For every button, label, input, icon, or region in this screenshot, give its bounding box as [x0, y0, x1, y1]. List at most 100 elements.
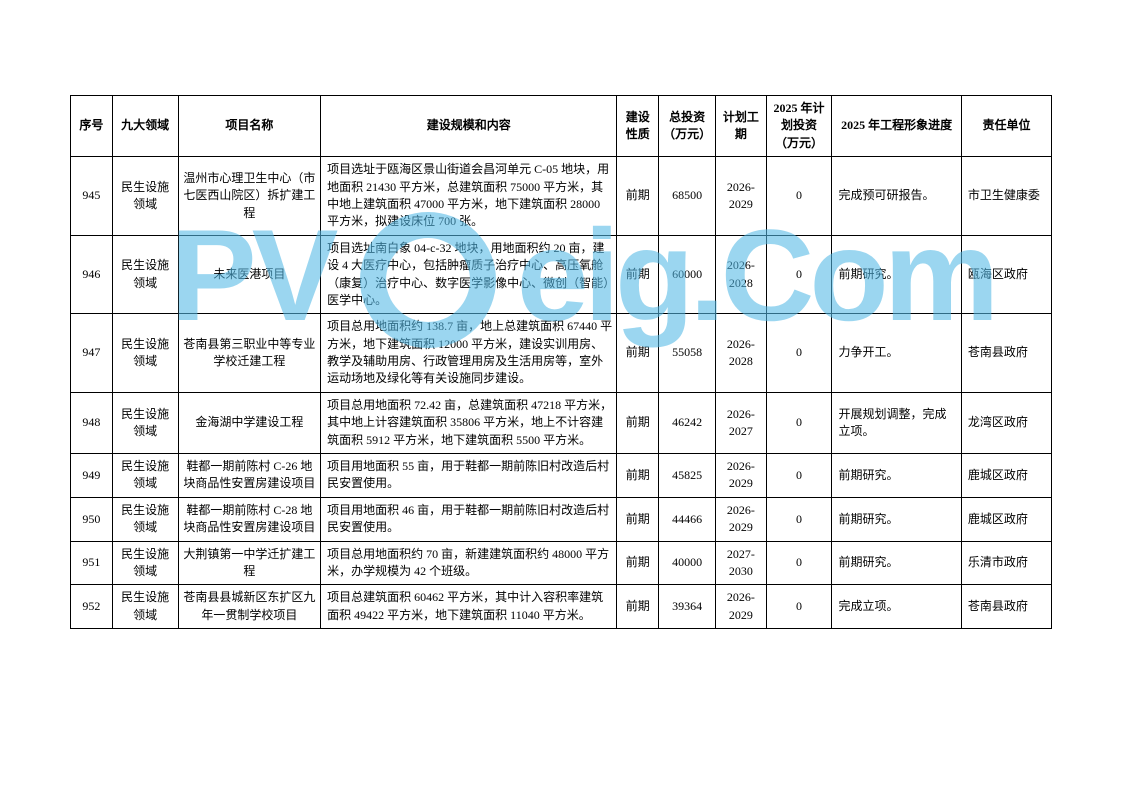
- cell-nature: 前期: [617, 157, 659, 236]
- cell-plan: 0: [766, 392, 832, 453]
- table-row: 952民生设施领域苍南县县城新区东扩区九年一贯制学校项目项目总建筑面积 6046…: [71, 585, 1052, 629]
- col-area: 九大领域: [112, 96, 178, 157]
- cell-nature: 前期: [617, 235, 659, 314]
- table-body: 945民生设施领域温州市心理卫生中心（市七医西山院区）拆扩建工程项目选址于瓯海区…: [71, 157, 1052, 629]
- cell-desc: 项目选址于瓯海区景山街道会昌河单元 C-05 地块，用地面积 21430 平方米…: [321, 157, 617, 236]
- cell-name: 大荆镇第一中学迁扩建工程: [178, 541, 321, 585]
- cell-nature: 前期: [617, 497, 659, 541]
- cell-area: 民生设施领域: [112, 157, 178, 236]
- cell-seq: 952: [71, 585, 113, 629]
- cell-progress: 前期研究。: [832, 497, 961, 541]
- cell-seq: 950: [71, 497, 113, 541]
- cell-period: 2026-2029: [716, 585, 766, 629]
- col-plan: 2025 年计划投资（万元）: [766, 96, 832, 157]
- col-prog: 2025 年工程形象进度: [832, 96, 961, 157]
- col-period: 计划工期: [716, 96, 766, 157]
- col-name: 项目名称: [178, 96, 321, 157]
- cell-plan: 0: [766, 235, 832, 314]
- cell-name: 鞋都一期前陈村 C-28 地块商品性安置房建设项目: [178, 497, 321, 541]
- cell-area: 民生设施领域: [112, 392, 178, 453]
- cell-seq: 948: [71, 392, 113, 453]
- cell-resp: 苍南县政府: [961, 314, 1051, 393]
- cell-name: 金海湖中学建设工程: [178, 392, 321, 453]
- cell-plan: 0: [766, 157, 832, 236]
- cell-name: 苍南县县城新区东扩区九年一贯制学校项目: [178, 585, 321, 629]
- projects-table: 序号 九大领域 项目名称 建设规模和内容 建设性质 总投资（万元） 计划工期 2…: [70, 95, 1052, 629]
- cell-name: 苍南县第三职业中等专业学校迁建工程: [178, 314, 321, 393]
- cell-desc: 项目总用地面积 72.42 亩，总建筑面积 47218 平方米，其中地上计容建筑…: [321, 392, 617, 453]
- cell-resp: 苍南县政府: [961, 585, 1051, 629]
- cell-invest: 46242: [659, 392, 716, 453]
- cell-name: 鞋都一期前陈村 C-26 地块商品性安置房建设项目: [178, 454, 321, 498]
- cell-progress: 前期研究。: [832, 541, 961, 585]
- cell-area: 民生设施领域: [112, 541, 178, 585]
- cell-invest: 44466: [659, 497, 716, 541]
- cell-plan: 0: [766, 314, 832, 393]
- cell-resp: 龙湾区政府: [961, 392, 1051, 453]
- cell-period: 2027-2030: [716, 541, 766, 585]
- cell-invest: 40000: [659, 541, 716, 585]
- cell-resp: 瓯海区政府: [961, 235, 1051, 314]
- cell-desc: 项目用地面积 55 亩，用于鞋都一期前陈旧村改造后村民安置使用。: [321, 454, 617, 498]
- cell-nature: 前期: [617, 541, 659, 585]
- cell-plan: 0: [766, 585, 832, 629]
- cell-progress: 前期研究。: [832, 454, 961, 498]
- cell-name: 温州市心理卫生中心（市七医西山院区）拆扩建工程: [178, 157, 321, 236]
- col-desc: 建设规模和内容: [321, 96, 617, 157]
- cell-area: 民生设施领域: [112, 585, 178, 629]
- cell-progress: 完成立项。: [832, 585, 961, 629]
- cell-invest: 55058: [659, 314, 716, 393]
- cell-seq: 947: [71, 314, 113, 393]
- cell-period: 2026-2029: [716, 454, 766, 498]
- cell-invest: 60000: [659, 235, 716, 314]
- cell-invest: 45825: [659, 454, 716, 498]
- cell-resp: 乐清市政府: [961, 541, 1051, 585]
- cell-nature: 前期: [617, 585, 659, 629]
- cell-seq: 946: [71, 235, 113, 314]
- cell-period: 2026-2029: [716, 157, 766, 236]
- cell-progress: 完成预可研报告。: [832, 157, 961, 236]
- cell-name: 未来医港项目: [178, 235, 321, 314]
- table-row: 951民生设施领域大荆镇第一中学迁扩建工程项目总用地面积约 70 亩，新建建筑面…: [71, 541, 1052, 585]
- cell-period: 2026-2029: [716, 497, 766, 541]
- cell-progress: 力争开工。: [832, 314, 961, 393]
- table-row: 948民生设施领域金海湖中学建设工程项目总用地面积 72.42 亩，总建筑面积 …: [71, 392, 1052, 453]
- table-row: 945民生设施领域温州市心理卫生中心（市七医西山院区）拆扩建工程项目选址于瓯海区…: [71, 157, 1052, 236]
- col-resp: 责任单位: [961, 96, 1051, 157]
- cell-seq: 949: [71, 454, 113, 498]
- cell-resp: 市卫生健康委: [961, 157, 1051, 236]
- cell-progress: 前期研究。: [832, 235, 961, 314]
- cell-desc: 项目用地面积 46 亩，用于鞋都一期前陈旧村改造后村民安置使用。: [321, 497, 617, 541]
- col-seq: 序号: [71, 96, 113, 157]
- cell-desc: 项目选址南白象 04-c-32 地块，用地面积约 20 亩，建设 4 大医疗中心…: [321, 235, 617, 314]
- cell-desc: 项目总用地面积约 70 亩，新建建筑面积约 48000 平方米，办学规模为 42…: [321, 541, 617, 585]
- cell-seq: 945: [71, 157, 113, 236]
- col-invest: 总投资（万元）: [659, 96, 716, 157]
- cell-period: 2026-2027: [716, 392, 766, 453]
- table-row: 950民生设施领域鞋都一期前陈村 C-28 地块商品性安置房建设项目项目用地面积…: [71, 497, 1052, 541]
- table-row: 947民生设施领域苍南县第三职业中等专业学校迁建工程项目总用地面积约 138.7…: [71, 314, 1052, 393]
- cell-area: 民生设施领域: [112, 454, 178, 498]
- cell-area: 民生设施领域: [112, 314, 178, 393]
- cell-resp: 鹿城区政府: [961, 454, 1051, 498]
- table-row: 946民生设施领域未来医港项目项目选址南白象 04-c-32 地块，用地面积约 …: [71, 235, 1052, 314]
- cell-area: 民生设施领域: [112, 235, 178, 314]
- cell-desc: 项目总用地面积约 138.7 亩，地上总建筑面积 67440 平方米，地下建筑面…: [321, 314, 617, 393]
- cell-nature: 前期: [617, 392, 659, 453]
- cell-invest: 68500: [659, 157, 716, 236]
- cell-nature: 前期: [617, 314, 659, 393]
- cell-progress: 开展规划调整，完成立项。: [832, 392, 961, 453]
- table-row: 949民生设施领域鞋都一期前陈村 C-26 地块商品性安置房建设项目项目用地面积…: [71, 454, 1052, 498]
- cell-period: 2026-2028: [716, 235, 766, 314]
- cell-plan: 0: [766, 497, 832, 541]
- cell-desc: 项目总建筑面积 60462 平方米，其中计入容积率建筑面积 49422 平方米，…: [321, 585, 617, 629]
- cell-resp: 鹿城区政府: [961, 497, 1051, 541]
- cell-nature: 前期: [617, 454, 659, 498]
- cell-seq: 951: [71, 541, 113, 585]
- cell-plan: 0: [766, 541, 832, 585]
- cell-period: 2026-2028: [716, 314, 766, 393]
- cell-invest: 39364: [659, 585, 716, 629]
- col-nature: 建设性质: [617, 96, 659, 157]
- cell-area: 民生设施领域: [112, 497, 178, 541]
- cell-plan: 0: [766, 454, 832, 498]
